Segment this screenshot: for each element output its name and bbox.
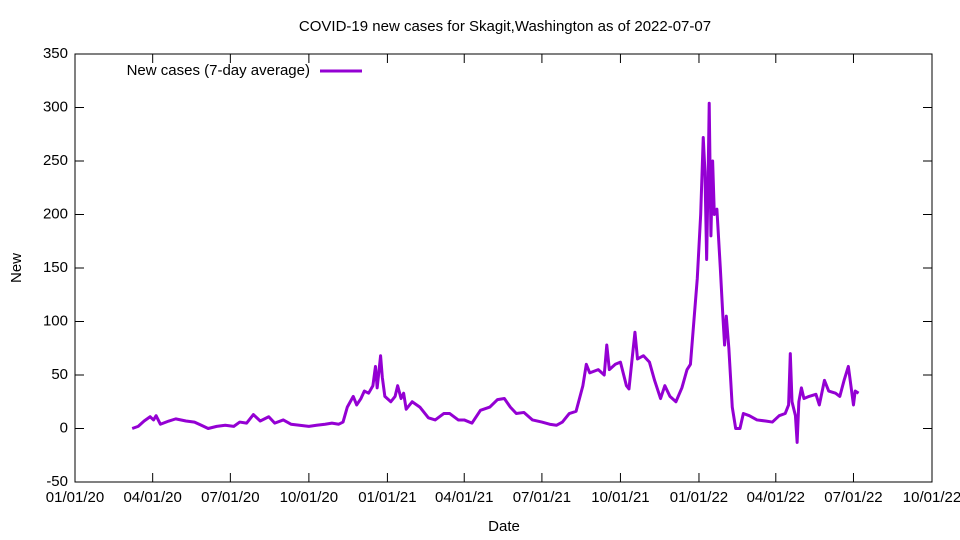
plot-frame xyxy=(74,53,933,483)
x-tick-label: 10/01/21 xyxy=(591,489,649,506)
x-tick-label: 10/01/22 xyxy=(903,489,960,506)
y-tick-label: 200 xyxy=(43,205,68,222)
chart-title: COVID-19 new cases for Skagit,Washington… xyxy=(299,18,711,35)
x-tick-label: 01/01/20 xyxy=(46,489,104,506)
x-tick-label: 10/01/20 xyxy=(280,489,338,506)
y-tick-label: 0 xyxy=(60,419,68,436)
data-line xyxy=(131,101,860,444)
x-tick-label: 01/01/22 xyxy=(670,489,728,506)
x-tick-label: 07/01/21 xyxy=(513,489,571,506)
x-tick-label: 07/01/22 xyxy=(824,489,882,506)
y-tick-label: 350 xyxy=(43,45,68,62)
y-tick-label: 100 xyxy=(43,312,68,329)
x-tick-label: 04/01/22 xyxy=(747,489,805,506)
legend-label: New cases (7-day average) xyxy=(127,62,310,79)
y-axis-label: New xyxy=(8,253,25,283)
x-tick-label: 07/01/20 xyxy=(201,489,259,506)
x-tick-label: 01/01/21 xyxy=(358,489,416,506)
y-tick-label: 50 xyxy=(51,366,68,383)
y-tick-label: 300 xyxy=(43,98,68,115)
x-axis-label: Date xyxy=(488,518,520,535)
x-tick-label: 04/01/21 xyxy=(435,489,493,506)
y-tick-label: -50 xyxy=(46,473,68,490)
x-tick-label: 04/01/20 xyxy=(123,489,181,506)
y-tick-label: 150 xyxy=(43,259,68,276)
y-tick-label: 250 xyxy=(43,152,68,169)
